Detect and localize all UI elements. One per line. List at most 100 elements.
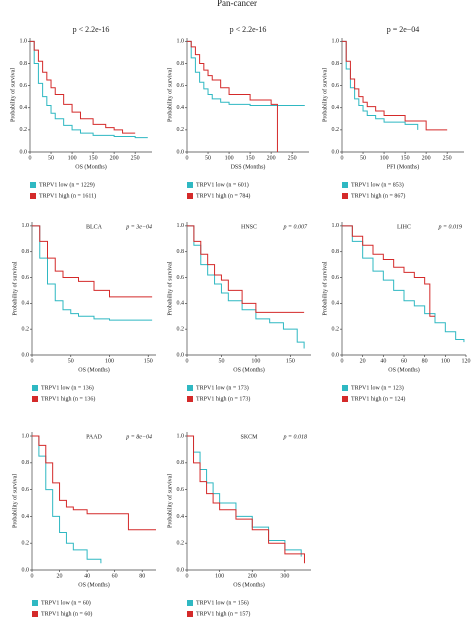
legend-swatch <box>30 193 36 199</box>
x-axis-label: OS (Months) <box>233 366 265 373</box>
x-axis-label: OS (Months) <box>75 163 107 170</box>
x-tick-label: 100 <box>441 358 450 364</box>
p-value: p = 0.007 <box>282 224 308 230</box>
survival-curve <box>187 435 305 564</box>
axes <box>186 432 311 571</box>
x-tick-label: 250 <box>131 155 140 161</box>
y-tick-label: 0.8 <box>177 460 185 466</box>
x-tick-label: 150 <box>89 155 98 161</box>
p-value: p = 0.019 <box>437 224 462 230</box>
y-tick-label: 0.6 <box>332 275 340 281</box>
p-value: p < 2.2e-16 <box>73 25 110 34</box>
legend-label: TRPV1 high (n = 173) <box>196 395 250 402</box>
y-tick-label: 0.4 <box>332 301 340 307</box>
y-tick-label: 0.2 <box>177 127 185 133</box>
x-tick-label: 200 <box>422 155 431 161</box>
legend-swatch <box>32 611 38 617</box>
x-tick-label: 0 <box>29 155 32 161</box>
y-tick-label: 1.0 <box>20 39 28 45</box>
y-tick-label: 0.4 <box>22 514 30 520</box>
y-tick-label: 0.4 <box>20 105 28 111</box>
x-tick-label: 0 <box>31 358 34 364</box>
legend-swatch <box>187 193 193 199</box>
legend-label: TRPV1 high (n = 124) <box>351 395 405 402</box>
x-tick-label: 0 <box>186 358 189 364</box>
y-tick-label: 0.0 <box>22 352 30 358</box>
y-tick-label: 0.6 <box>22 275 30 281</box>
y-tick-label: 1.0 <box>177 223 185 229</box>
y-tick-label: 1.0 <box>332 223 340 229</box>
legend-label: TRPV1 high (n = 867) <box>351 192 405 199</box>
x-tick-label: 80 <box>422 358 428 364</box>
y-tick-label: 0.2 <box>20 127 28 133</box>
y-tick-label: 0.0 <box>20 149 28 155</box>
x-tick-label: 50 <box>205 155 211 161</box>
y-tick-label: 0.8 <box>332 249 340 255</box>
y-tick-label: 0.6 <box>22 487 30 493</box>
legend-swatch <box>32 385 38 391</box>
p-value: p = 3e−04 <box>125 223 152 230</box>
p-value: p = 8e−04 <box>125 433 152 440</box>
y-tick-label: 0.2 <box>22 541 30 547</box>
y-axis-label: Probability of survival <box>11 474 18 528</box>
x-tick-label: 40 <box>380 358 386 364</box>
x-tick-label: 0 <box>341 155 344 161</box>
y-tick-label: 0.4 <box>332 105 340 111</box>
x-tick-label: 50 <box>360 155 366 161</box>
y-tick-label: 0.0 <box>332 149 340 155</box>
y-tick-label: 0.6 <box>177 275 185 281</box>
x-tick-label: 150 <box>401 155 410 161</box>
legend-label: TRPV1 high (n = 157) <box>196 610 250 617</box>
y-tick-label: 0.8 <box>22 460 30 466</box>
legend-swatch <box>187 396 193 402</box>
axes <box>186 222 311 356</box>
p-value: p < 2.2e-16 <box>230 25 267 34</box>
survival-curve <box>30 40 148 139</box>
legend-swatch <box>187 385 193 391</box>
x-tick-label: 0 <box>186 155 189 161</box>
axes <box>29 38 152 153</box>
survival-curve <box>342 40 419 130</box>
x-tick-label: 100 <box>225 155 234 161</box>
x-tick-label: 100 <box>105 358 114 364</box>
x-axis-label: DSS (Months) <box>231 163 266 170</box>
legend-label: TRPV1 low (n = 601) <box>196 181 249 188</box>
legend-swatch <box>187 600 193 606</box>
y-tick-label: 1.0 <box>177 433 185 439</box>
legend-label: TRPV1 low (n = 1229) <box>39 181 95 188</box>
y-tick-label: 0.6 <box>177 83 185 89</box>
y-tick-label: 0.6 <box>20 83 28 89</box>
survival-curve <box>187 225 305 313</box>
x-tick-label: 300 <box>280 573 289 579</box>
y-tick-label: 0.0 <box>177 567 185 573</box>
y-tick-label: 0.2 <box>332 327 340 333</box>
legend-swatch <box>187 182 193 188</box>
panel-label: PAAD <box>86 434 102 440</box>
x-tick-label: 80 <box>139 573 145 579</box>
x-tick-label: 150 <box>246 155 255 161</box>
legend-swatch <box>32 396 38 402</box>
y-tick-label: 0.0 <box>177 352 185 358</box>
x-tick-label: 20 <box>360 358 366 364</box>
y-tick-label: 0.8 <box>177 249 185 255</box>
survival-curve <box>342 225 435 317</box>
y-tick-label: 0.2 <box>332 127 340 133</box>
panel-label: BLCA <box>86 224 103 230</box>
y-tick-label: 0.4 <box>22 301 30 307</box>
y-tick-label: 0.6 <box>177 487 185 493</box>
y-tick-label: 1.0 <box>177 39 185 45</box>
x-tick-label: 200 <box>248 573 257 579</box>
y-tick-label: 0.6 <box>332 83 340 89</box>
legend-swatch <box>342 385 348 391</box>
axes <box>341 38 464 153</box>
legend-swatch <box>342 193 348 199</box>
legend-label: TRPV1 high (n = 1611) <box>39 192 96 199</box>
x-tick-label: 100 <box>251 358 260 364</box>
x-axis-label: OS (Months) <box>78 366 110 373</box>
y-axis-label: Probability of survival <box>321 68 328 122</box>
legend-label: TRPV1 low (n = 173) <box>196 384 249 391</box>
survival-curve <box>187 40 278 152</box>
y-tick-label: 0.4 <box>177 514 185 520</box>
x-tick-label: 20 <box>57 573 63 579</box>
x-axis-label: OS (Months) <box>388 366 420 373</box>
